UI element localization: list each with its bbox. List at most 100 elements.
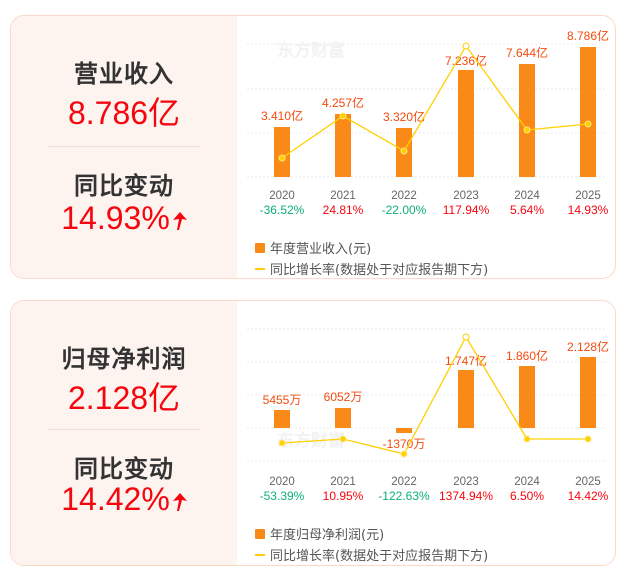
- growth-point[interactable]: [462, 333, 470, 341]
- bar-label: -1370万: [383, 437, 426, 451]
- bar-2020[interactable]: [274, 127, 290, 177]
- year-label: 2023: [453, 476, 479, 488]
- legend-bar[interactable]: 年度营业收入(元): [255, 238, 371, 257]
- bar-2025[interactable]: [580, 357, 596, 428]
- growth-point[interactable]: [584, 120, 592, 128]
- growth-point[interactable]: [523, 435, 531, 443]
- bar-2025[interactable]: [580, 47, 596, 177]
- watermark: 东方财富: [277, 40, 345, 60]
- revenue-chart: 东方财富 3.410亿 4.257亿 3.320亿 7.236亿 7.644亿 …: [237, 16, 615, 278]
- bars: [274, 357, 596, 433]
- bar-2021[interactable]: [335, 114, 351, 177]
- growth-point[interactable]: [278, 439, 286, 447]
- bar-label: 7.644亿: [506, 45, 548, 60]
- year-label: 2025: [575, 190, 601, 202]
- line-legend-swatch-icon: [255, 553, 265, 556]
- profit-value: 2.128亿: [67, 380, 181, 416]
- year-label: 2022: [391, 190, 417, 202]
- x-axis-labels: 2020 2021 2022 2023 2024 2025: [269, 476, 601, 488]
- revenue-title: 营业收入: [74, 60, 174, 88]
- bar-2023[interactable]: [458, 70, 474, 177]
- growth-label: 24.81%: [323, 203, 364, 217]
- revenue-summary-panel: 营业收入 8.786亿 同比变动 14.93%: [11, 16, 237, 278]
- growth-label: -36.52%: [260, 203, 305, 217]
- growth-points: [278, 333, 592, 458]
- profit-change-row: 14.42%: [11, 481, 237, 518]
- growth-point[interactable]: [462, 42, 470, 50]
- bar-2020[interactable]: [274, 410, 290, 428]
- growth-label: 5.64%: [510, 203, 544, 217]
- legend-line-label: 同比增长率(数据处于对应报告期下方): [270, 549, 489, 564]
- bar-label: 3.410亿: [261, 108, 303, 123]
- watermark: 东方财富: [277, 430, 345, 450]
- growth-line: [281, 44, 589, 159]
- bar-label: 2.128亿: [567, 339, 609, 354]
- profit-chart: 东方财富 5455万 6052万 -1370万 1.747亿 1.860亿 2.…: [237, 301, 615, 565]
- growth-labels: -36.52% 24.81% -22.00% 117.94% 5.64% 14.…: [260, 203, 609, 217]
- profit-summary-panel: 归母净利润 2.128亿 同比变动 14.42%: [11, 301, 237, 565]
- growth-point[interactable]: [278, 154, 286, 162]
- growth-label: 1374.94%: [439, 489, 493, 503]
- growth-point[interactable]: [339, 435, 347, 443]
- legend-line[interactable]: 同比增长率(数据处于对应报告期下方): [255, 259, 488, 278]
- legend-line[interactable]: 同比增长率(数据处于对应报告期下方): [255, 545, 488, 564]
- growth-points: [278, 42, 592, 162]
- bar-2021[interactable]: [335, 408, 351, 428]
- revenue-change-row: 14.93%: [11, 200, 237, 237]
- year-label: 2020: [269, 190, 295, 202]
- x-axis-labels: 2020 2021 2022 2023 2024 2025: [269, 190, 601, 202]
- gridlines: [247, 328, 607, 462]
- arrow-up-icon: [172, 492, 187, 511]
- growth-point[interactable]: [400, 147, 408, 155]
- bar-label: 8.786亿: [567, 28, 609, 43]
- growth-point[interactable]: [523, 126, 531, 134]
- year-label: 2024: [514, 190, 540, 202]
- bars: [274, 47, 596, 177]
- growth-point[interactable]: [339, 112, 347, 120]
- divider: [48, 146, 200, 147]
- legend-line-label: 同比增长率(数据处于对应报告期下方): [270, 263, 489, 278]
- profit-chart-svg: 东方财富 5455万 6052万 -1370万 1.747亿 1.860亿 2.…: [247, 328, 609, 503]
- bar-labels: 5455万 6052万 -1370万 1.747亿 1.860亿 2.128亿: [263, 339, 609, 451]
- bar-legend-swatch-icon: [255, 242, 265, 253]
- arrow-up-icon: [172, 211, 187, 230]
- divider: [48, 429, 200, 430]
- profit-card: 归母净利润 2.128亿 同比变动 14.42% 东方财富: [10, 300, 616, 566]
- revenue-change-value: 14.93%: [61, 200, 170, 236]
- profit-title: 归母净利润: [61, 345, 187, 373]
- growth-label: 14.93%: [568, 203, 609, 217]
- year-label: 2021: [330, 190, 356, 202]
- revenue-card: 营业收入 8.786亿 同比变动 14.93% 东方财富: [10, 15, 616, 279]
- bar-label: 3.320亿: [383, 109, 425, 124]
- year-label: 2025: [575, 476, 601, 488]
- growth-label: 6.50%: [510, 489, 544, 503]
- revenue-value: 8.786亿: [67, 95, 181, 131]
- year-label: 2020: [269, 476, 295, 488]
- growth-label: 10.95%: [323, 489, 364, 503]
- growth-point[interactable]: [400, 450, 408, 458]
- bar-2022[interactable]: [396, 428, 412, 433]
- year-label: 2022: [391, 476, 417, 488]
- growth-label: -122.63%: [378, 489, 430, 503]
- bar-label: 1.860亿: [506, 348, 548, 363]
- growth-label: 117.94%: [443, 203, 490, 217]
- bar-label: 4.257亿: [322, 95, 364, 110]
- revenue-change-title: 同比变动: [74, 172, 174, 200]
- growth-line: [281, 335, 588, 455]
- growth-label: 14.42%: [568, 489, 609, 503]
- growth-point[interactable]: [584, 435, 592, 443]
- legend-bar-label: 年度营业收入(元): [270, 242, 372, 257]
- growth-labels: -53.39% 10.95% -122.63% 1374.94% 6.50% 1…: [260, 489, 609, 503]
- profit-change-value: 14.42%: [61, 481, 170, 517]
- bar-label: 5455万: [263, 393, 302, 407]
- profit-change-title: 同比变动: [74, 455, 174, 483]
- bar-label: 6052万: [324, 390, 363, 404]
- year-label: 2021: [330, 476, 356, 488]
- revenue-chart-svg: 东方财富 3.410亿 4.257亿 3.320亿 7.236亿 7.644亿 …: [247, 28, 609, 217]
- bar-2024[interactable]: [519, 64, 535, 177]
- legend-bar[interactable]: 年度归母净利润(元): [255, 524, 384, 543]
- bar-2023[interactable]: [458, 370, 474, 428]
- line-legend-swatch-icon: [255, 267, 265, 270]
- legend-bar-label: 年度归母净利润(元): [270, 528, 385, 543]
- bar-2024[interactable]: [519, 366, 535, 428]
